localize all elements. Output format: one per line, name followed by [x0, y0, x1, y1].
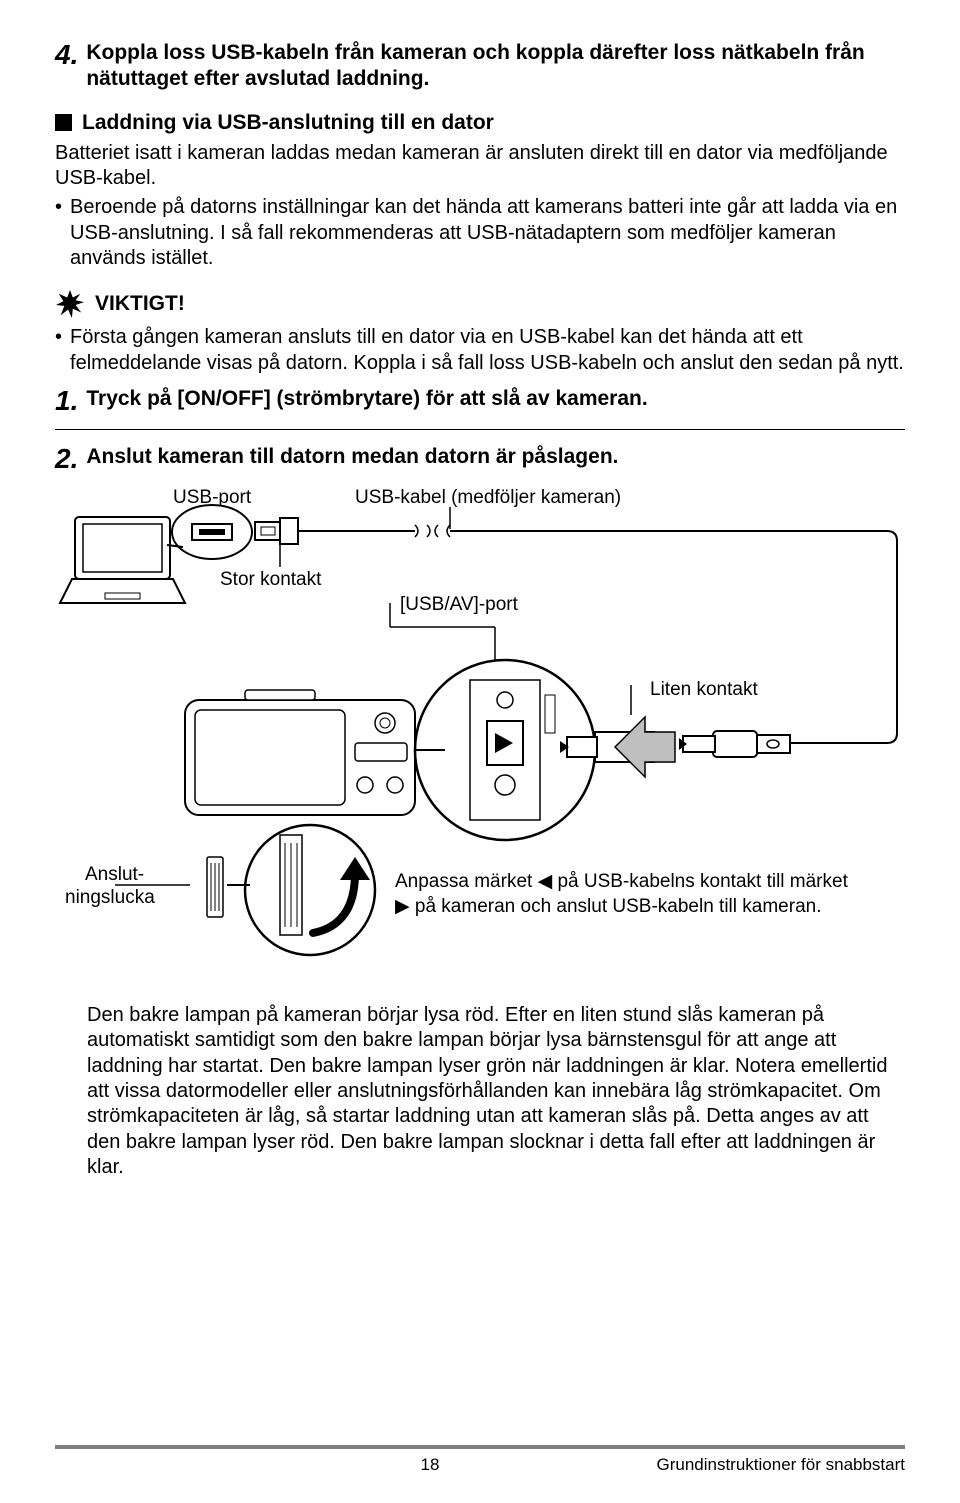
label-cover-line2: ningslucka	[65, 887, 155, 908]
burst-icon	[55, 289, 85, 319]
important-label: VIKTIGT!	[95, 292, 185, 316]
step-2: 2. Anslut kameran till datorn medan dato…	[55, 444, 905, 475]
diagram-svg: USB-port USB-kabel (medföljer kameran)	[55, 485, 905, 980]
important-row: VIKTIGT!	[55, 289, 905, 319]
black-square-icon	[55, 114, 72, 131]
usb-port-zoom-icon	[167, 505, 252, 559]
page-footer: 18 Grundinstruktioner för snabbstart	[55, 1445, 905, 1475]
step-4: 4. Koppla loss USB-kabeln från kameran o…	[55, 40, 905, 93]
bullet-dot-icon: •	[55, 195, 62, 271]
step-1: 1. Tryck på [ON/OFF] (strömbrytare) för …	[55, 386, 905, 417]
step-2-text: Anslut kameran till datorn medan datorn …	[86, 444, 618, 470]
align-instruction: Anpassa märket ◀ på USB-kabelns kontakt …	[395, 870, 855, 919]
divider	[55, 429, 905, 430]
cover-zoom-icon	[227, 825, 375, 955]
label-cover-line1: Anslut-	[85, 864, 144, 885]
subheading-row: Laddning via USB-anslutning till en dato…	[55, 111, 905, 135]
label-large-connector: Stor kontakt	[220, 569, 322, 590]
page-number: 18	[255, 1455, 605, 1475]
label-usb-av-port: [USB/AV]-port	[400, 594, 519, 615]
intro-paragraph: Batteriet isatt i kameran laddas medan k…	[55, 141, 905, 192]
bullet-1-text: Beroende på datorns inställningar kan de…	[70, 195, 905, 271]
label-usb-cable: USB-kabel (medföljer kameran)	[355, 487, 621, 508]
bullet-dot-icon: •	[55, 325, 62, 376]
footer-section: Grundinstruktioner för snabbstart	[605, 1455, 905, 1475]
bullet-2-text: Första gången kameran ansluts till en da…	[70, 325, 905, 376]
step-1-number: 1.	[55, 386, 78, 417]
bullet-1: • Beroende på datorns inställningar kan …	[55, 195, 905, 271]
step-1-text: Tryck på [ON/OFF] (strömbrytare) för att…	[86, 386, 647, 412]
laptop-icon	[60, 517, 185, 603]
subheading-text: Laddning via USB-anslutning till en dato…	[82, 111, 494, 135]
step-4-text: Koppla loss USB-kabeln från kameran och …	[86, 40, 905, 93]
step-4-number: 4.	[55, 40, 78, 71]
label-small-connector: Liten kontakt	[650, 679, 758, 700]
port-zoom-icon	[415, 660, 675, 840]
tail-paragraph: Den bakre lampan på kameran börjar lysa …	[87, 1003, 905, 1181]
bullet-2: • Första gången kameran ansluts till en …	[55, 325, 905, 376]
connection-diagram: USB-port USB-kabel (medföljer kameran)	[55, 485, 905, 985]
step-2-number: 2.	[55, 444, 78, 475]
